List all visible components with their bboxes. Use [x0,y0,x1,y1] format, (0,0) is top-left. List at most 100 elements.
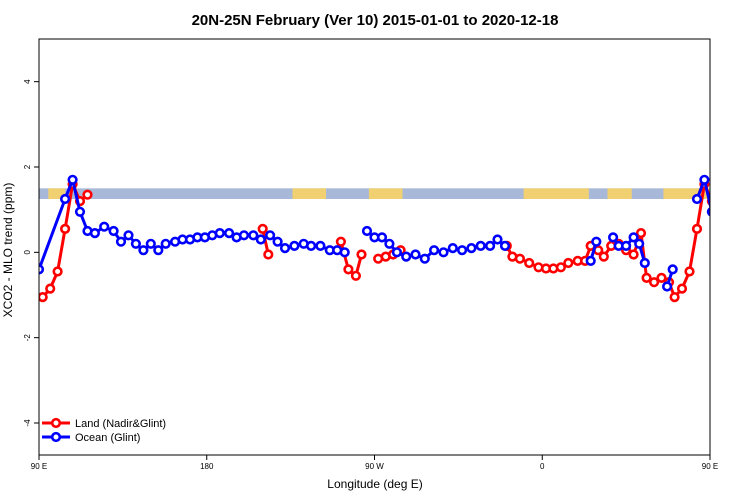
data-point [716,227,724,235]
data-point [485,240,496,251]
data-point [306,240,317,251]
data-point [410,249,421,260]
data-point [634,238,645,249]
data-point [265,230,276,241]
data-point [401,251,412,262]
data-point [59,193,71,205]
x-tick-label: 90 E [31,462,47,471]
data-point [628,232,639,243]
data-point [457,245,468,256]
data-point [591,236,602,247]
data-point [438,247,449,258]
data-point [272,236,283,247]
data-point [648,277,660,288]
data-point [723,229,731,237]
data-point [656,272,667,284]
data-point [699,174,710,185]
data-point [343,264,354,275]
x-tick-label: 180 [200,462,214,471]
data-point [59,223,71,234]
data-point [555,262,567,273]
y-tick-label: -2 [23,334,32,342]
data-point [335,236,347,247]
data-point [716,191,724,199]
data-point [607,232,619,243]
y-tick-label: 0 [23,250,32,255]
data-point [255,234,266,245]
data-point [447,243,458,254]
data-point [514,253,526,264]
data-point [39,292,48,303]
data-point [376,232,388,243]
data-point [289,240,300,251]
data-point [391,247,403,258]
chart-title: 20N-25N February (Ver 10) 2015-01-01 to … [192,12,559,29]
data-point [429,245,440,256]
data-point [99,221,110,232]
data-point [499,240,511,251]
data-point [628,249,639,260]
data-point [279,243,291,254]
data-point [641,272,652,284]
data-point [339,247,350,258]
land-segment [523,188,589,199]
data-point [691,223,703,234]
series-group [39,174,750,292]
plot-area: 90 E 180 90 W 0 90 E -4 -2 0 2 4 Land (Nadir&Glint… [23,38,750,471]
data-point [315,240,326,251]
data-point [115,236,127,247]
y-axis-label: XCO2 - MLO trend (ppm) [1,183,15,318]
data-point [475,240,486,251]
data-point [257,223,268,234]
data-point [224,228,235,239]
data-point [742,227,750,235]
data-point [130,238,141,249]
land-segment [292,188,327,199]
data-point [732,223,740,231]
data-point [67,174,78,185]
data-point [45,283,56,294]
data-point [248,230,259,241]
data-point [635,228,647,239]
data-point [74,206,86,217]
legend-swatch-marker [50,431,62,443]
data-point [214,228,225,239]
legend-swatch-marker [50,417,62,429]
data-point [123,230,134,241]
plot-content [39,174,750,303]
data-point [153,245,164,256]
land-segment [663,188,710,199]
data-point [524,257,535,269]
legend-label: Ocean (Glint) [75,432,140,444]
data-point [82,189,93,200]
data-point [691,193,703,205]
data-point [356,249,367,260]
x-tick-label: 0 [540,462,545,471]
data-point [263,249,274,260]
data-point [661,281,673,292]
y-tick-label: 2 [23,164,32,169]
data-point [89,228,100,239]
data-point [138,245,149,256]
data-point [361,225,373,237]
data-point [52,266,63,277]
land-segment [368,188,403,199]
data-point [563,257,574,269]
x-tick-label: 90 W [365,462,384,471]
data-point [598,251,609,262]
data-point [676,283,688,294]
data-point [160,238,171,249]
land-segment [607,188,632,199]
x-axis-label: Longitude (deg E) [327,477,422,491]
data-point [620,240,632,251]
data-point [585,255,596,267]
data-point [466,243,477,254]
data-point [684,266,695,277]
data-point [419,253,430,264]
data-point [238,230,250,241]
data-point [667,264,678,275]
data-point [669,292,680,303]
legend-label: Land (Nadir&Glint) [75,418,166,430]
data-point [639,257,650,269]
